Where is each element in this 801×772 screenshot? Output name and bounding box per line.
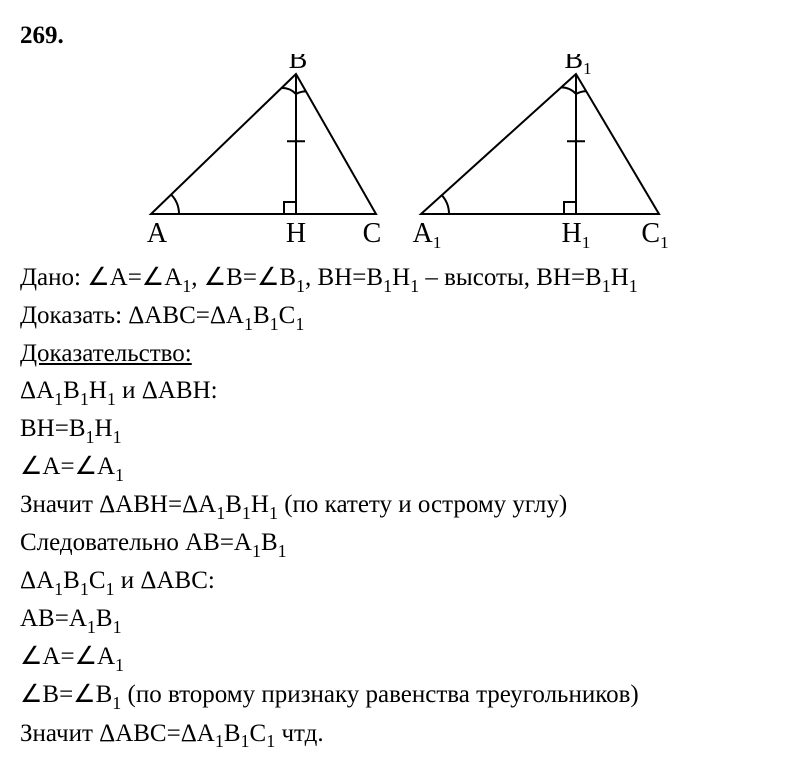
proof-line-5: Следовательно AB=A1B1	[20, 525, 781, 563]
problem-number: 269.	[20, 18, 781, 54]
proof-line-9: ∠B=∠B1 (по второму признаку равенства тр…	[20, 677, 781, 715]
proof-line-7: AB=A1B1	[20, 601, 781, 639]
svg-text:B1: B1	[564, 54, 591, 78]
proof-line-6: ΔA1B1C1 и ΔABC:	[20, 563, 781, 601]
prove-line: Доказать: ΔABC=ΔA1B1C1	[20, 298, 781, 336]
svg-text:H: H	[285, 218, 305, 249]
triangle-right: B1 A1 H1 C1	[401, 54, 671, 254]
svg-text:H1: H1	[561, 218, 590, 252]
svg-text:A1: A1	[412, 218, 441, 252]
proof-line-4: Значит ΔABH=ΔA1B1H1 (по катету и острому…	[20, 487, 781, 525]
proof-line-3: ∠A=∠A1	[20, 449, 781, 487]
figures-row: B A H C B1 A1 H1 C1	[20, 54, 781, 254]
proof-heading: Доказательство:	[20, 336, 781, 372]
proof-line-10: Значит ΔABC=ΔA1B1C1 чтд.	[20, 716, 781, 754]
svg-text:C1: C1	[641, 218, 668, 252]
given-line: Дано: ∠A=∠A1, ∠B=∠B1, BH=B1H1 – высоты, …	[20, 260, 781, 298]
proof-line-8: ∠A=∠A1	[20, 639, 781, 677]
proof-heading-text: Доказательство:	[20, 340, 192, 367]
proof-line-2: BH=B1H1	[20, 411, 781, 449]
svg-text:C: C	[362, 218, 381, 249]
triangle-left: B A H C	[131, 54, 391, 254]
proof-line-1: ΔA1B1H1 и ΔABH:	[20, 373, 781, 411]
svg-text:A: A	[146, 218, 167, 249]
svg-text:B: B	[288, 54, 307, 75]
